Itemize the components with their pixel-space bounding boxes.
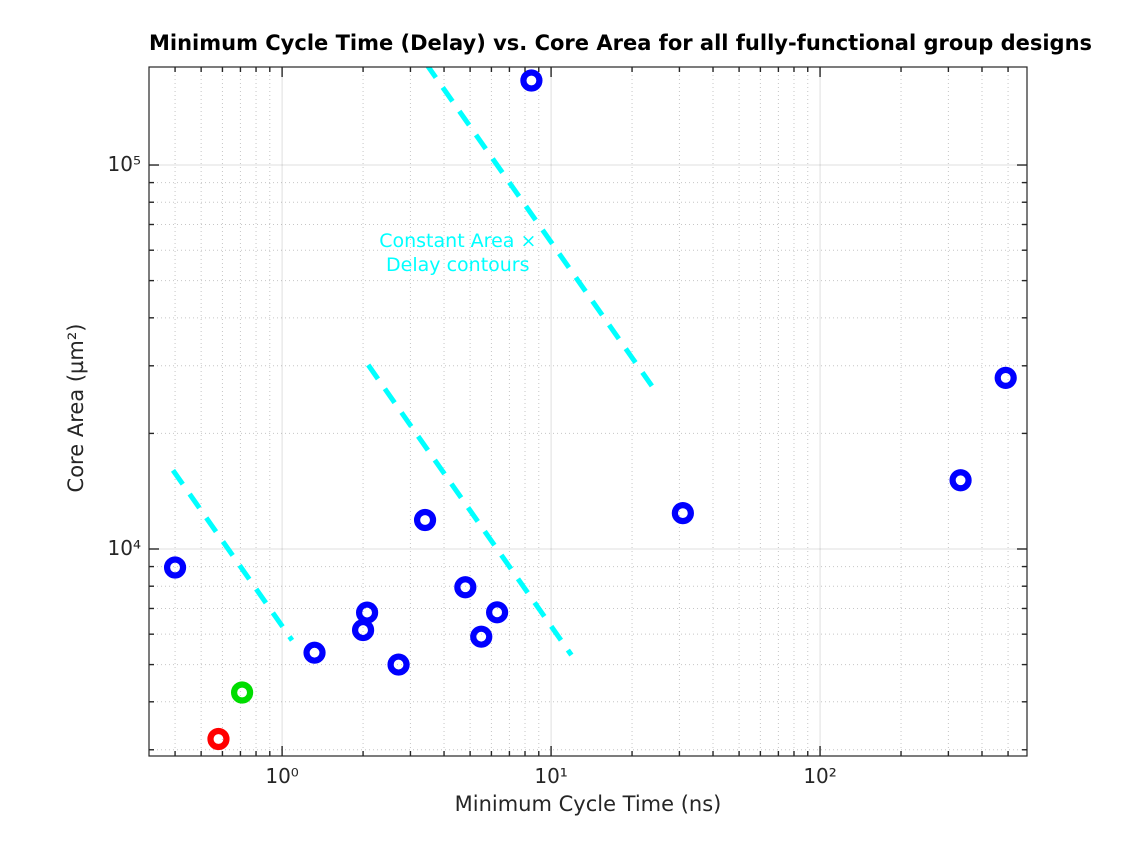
blue-circle-designs bbox=[163, 69, 1017, 676]
scatter-markers bbox=[163, 69, 1017, 751]
contour-annotation: Constant Area × Delay contours bbox=[379, 229, 536, 277]
axes-box bbox=[148, 66, 1028, 757]
data-point bbox=[230, 681, 254, 704]
data-point bbox=[413, 508, 437, 532]
data-point bbox=[163, 556, 187, 579]
green-circle-design bbox=[230, 681, 254, 704]
data-point bbox=[303, 641, 326, 664]
data-point bbox=[520, 69, 543, 92]
data-point bbox=[355, 601, 379, 624]
contour-annotation-line1: Constant Area × bbox=[379, 230, 537, 252]
y-tick-label: 10⁴ bbox=[107, 535, 141, 560]
data-point bbox=[387, 653, 410, 676]
contour-annotation-line2: Delay contours bbox=[386, 254, 530, 276]
y-tick-label: 10⁵ bbox=[107, 152, 141, 177]
data-point bbox=[470, 625, 493, 648]
tick-marks bbox=[149, 67, 1027, 756]
x-tick-label: 10² bbox=[803, 764, 837, 788]
major-gridlines bbox=[149, 67, 1027, 756]
chart-title: Minimum Cycle Time (Delay) vs. Core Area… bbox=[149, 31, 1093, 55]
x-tick-label: 10¹ bbox=[534, 764, 568, 788]
minor-gridlines bbox=[149, 67, 1027, 756]
x-tick-label: 10⁰ bbox=[265, 764, 299, 788]
data-point bbox=[949, 469, 972, 492]
data-point bbox=[454, 576, 477, 599]
contour-lines bbox=[170, 67, 654, 657]
data-point bbox=[486, 601, 509, 624]
x-axis-label: Minimum Cycle Time (ns) bbox=[454, 792, 722, 816]
data-point bbox=[207, 727, 230, 751]
red-circle-design bbox=[207, 727, 230, 751]
data-point bbox=[351, 618, 375, 642]
data-point bbox=[994, 366, 1017, 389]
data-point bbox=[671, 502, 694, 525]
